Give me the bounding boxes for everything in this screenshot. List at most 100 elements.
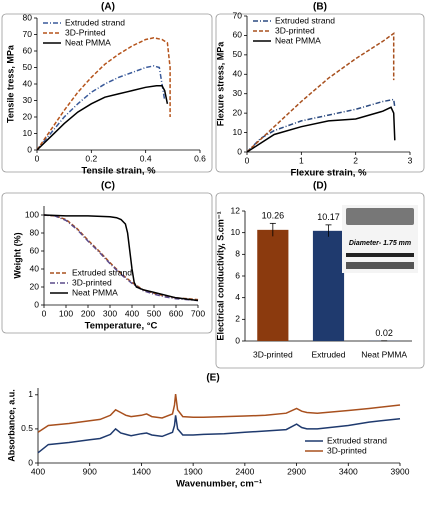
y-tick-label: 30 xyxy=(23,95,33,105)
x-tick-label: 0.4 xyxy=(140,153,152,163)
x-tick-label: 0 xyxy=(245,155,250,165)
y-tick-label: 40 xyxy=(233,69,243,79)
x-tick-label: 0.6 xyxy=(194,153,206,163)
x-tick-label: 900 xyxy=(83,466,97,476)
panel-label: (A) xyxy=(101,2,115,13)
y-tick-label: 80 xyxy=(23,12,33,22)
y-tick-label: 0.5 xyxy=(21,423,33,433)
x-tick-label: 300 xyxy=(103,308,117,318)
legend-label: 3D-printed xyxy=(72,277,112,287)
y-tick-label: 12 xyxy=(231,205,241,215)
inset-strand2 xyxy=(346,262,414,269)
x-tick-label: 0.2 xyxy=(85,153,97,163)
x-tick-label: 600 xyxy=(169,308,183,318)
value-label: 0.02 xyxy=(375,328,393,338)
y-axis-label: Weight (%) xyxy=(12,232,22,278)
y-tick-label: 20 xyxy=(233,107,243,117)
inset-sample xyxy=(346,208,414,225)
x-tick-label: 3 xyxy=(408,155,413,165)
y-tick-label: 0 xyxy=(237,146,242,156)
x-tick-label: 0 xyxy=(42,308,47,318)
y-axis-label: Electrical conductivity, S.cm⁻¹ xyxy=(215,211,225,340)
x-axis-label: Flexure strain, % xyxy=(290,168,367,179)
x-tick-label: 3D-printed xyxy=(253,349,293,359)
x-axis-label: Tensile strain, % xyxy=(81,166,156,177)
series-line xyxy=(44,215,198,301)
series-line xyxy=(37,66,165,150)
panel-label: (D) xyxy=(313,181,327,192)
x-tick-label: 2 xyxy=(353,155,358,165)
y-tick-label: 1 xyxy=(28,389,33,399)
y-tick-label: 20 xyxy=(23,111,33,121)
panel-label: (B) xyxy=(313,2,327,13)
x-tick-label: 2900 xyxy=(287,466,306,476)
y-tick-label: 10 xyxy=(23,128,33,138)
series-line xyxy=(247,100,395,153)
y-tick-label: 0 xyxy=(235,335,240,345)
x-tick-label: 3400 xyxy=(339,466,358,476)
panel-label: (E) xyxy=(206,373,219,384)
y-tick-label: 70 xyxy=(23,29,33,39)
legend-label: 3D-printed xyxy=(275,25,315,35)
series-line xyxy=(37,38,170,150)
legend-label: Extruded strand xyxy=(72,267,132,277)
legend-label: 3D-Printed xyxy=(65,27,106,37)
y-tick-label: 20 xyxy=(30,281,40,291)
x-tick-label: 100 xyxy=(59,308,73,318)
y-axis-label: Flexure stress, MPa xyxy=(215,41,225,127)
bar xyxy=(313,231,344,341)
y-tick-label: 60 xyxy=(30,245,40,255)
legend-label: Extruded strand xyxy=(327,435,387,445)
series-line xyxy=(38,394,400,432)
y-tick-label: 60 xyxy=(23,45,33,55)
inset-text: Diameter- 1.75 mm xyxy=(349,240,411,247)
x-axis-label: Wavenumber, cm⁻¹ xyxy=(176,479,262,490)
x-tick-label: 1 xyxy=(299,155,304,165)
y-tick-label: 50 xyxy=(233,49,243,59)
legend-label: Extruded strand xyxy=(275,15,335,25)
y-tick-label: 60 xyxy=(233,30,243,40)
x-tick-label: 400 xyxy=(125,308,139,318)
y-tick-label: 50 xyxy=(23,62,33,72)
y-tick-label: 10 xyxy=(233,127,243,137)
series-line xyxy=(247,107,395,152)
y-tick-label: 40 xyxy=(23,78,33,88)
y-tick-label: 4 xyxy=(235,292,240,302)
legend-label: Neat PMMA xyxy=(72,287,118,297)
series-line xyxy=(44,215,198,300)
bar xyxy=(257,230,288,341)
y-tick-label: 2 xyxy=(235,314,240,324)
y-tick-label: 6 xyxy=(235,270,240,280)
x-tick-label: Neat PMMA xyxy=(361,349,407,359)
x-tick-label: 3900 xyxy=(391,466,410,476)
legend-label: Neat PMMA xyxy=(65,37,111,47)
x-tick-label: 1400 xyxy=(132,466,151,476)
series-line xyxy=(37,86,167,150)
y-tick-label: 100 xyxy=(25,209,39,219)
x-tick-label: 500 xyxy=(147,308,161,318)
series-line xyxy=(247,34,394,153)
value-label: 10.17 xyxy=(317,212,340,222)
series-line xyxy=(44,215,198,301)
y-tick-label: 8 xyxy=(235,249,240,259)
x-tick-label: 700 xyxy=(191,308,205,318)
legend-label: Neat PMMA xyxy=(275,35,321,45)
legend-label: 3D-printed xyxy=(327,445,367,455)
x-tick-label: Extruded xyxy=(311,349,345,359)
inset-strand xyxy=(346,253,414,257)
value-label: 10.26 xyxy=(262,211,285,221)
x-axis-label: Temperature, °C xyxy=(85,321,158,332)
panel-label: (C) xyxy=(101,181,115,192)
y-tick-label: 10 xyxy=(231,227,241,237)
legend-label: Extruded strand xyxy=(65,17,125,27)
x-tick-label: 0 xyxy=(35,153,40,163)
y-tick-label: 30 xyxy=(233,88,243,98)
x-tick-label: 400 xyxy=(31,466,45,476)
x-tick-label: 200 xyxy=(81,308,95,318)
y-tick-label: 70 xyxy=(233,10,243,20)
y-axis-label: Tensile tress, MPa xyxy=(5,44,15,123)
y-axis-label: Absorbance, a.u. xyxy=(6,389,16,462)
y-tick-label: 0 xyxy=(34,299,39,309)
x-tick-label: 1900 xyxy=(184,466,203,476)
